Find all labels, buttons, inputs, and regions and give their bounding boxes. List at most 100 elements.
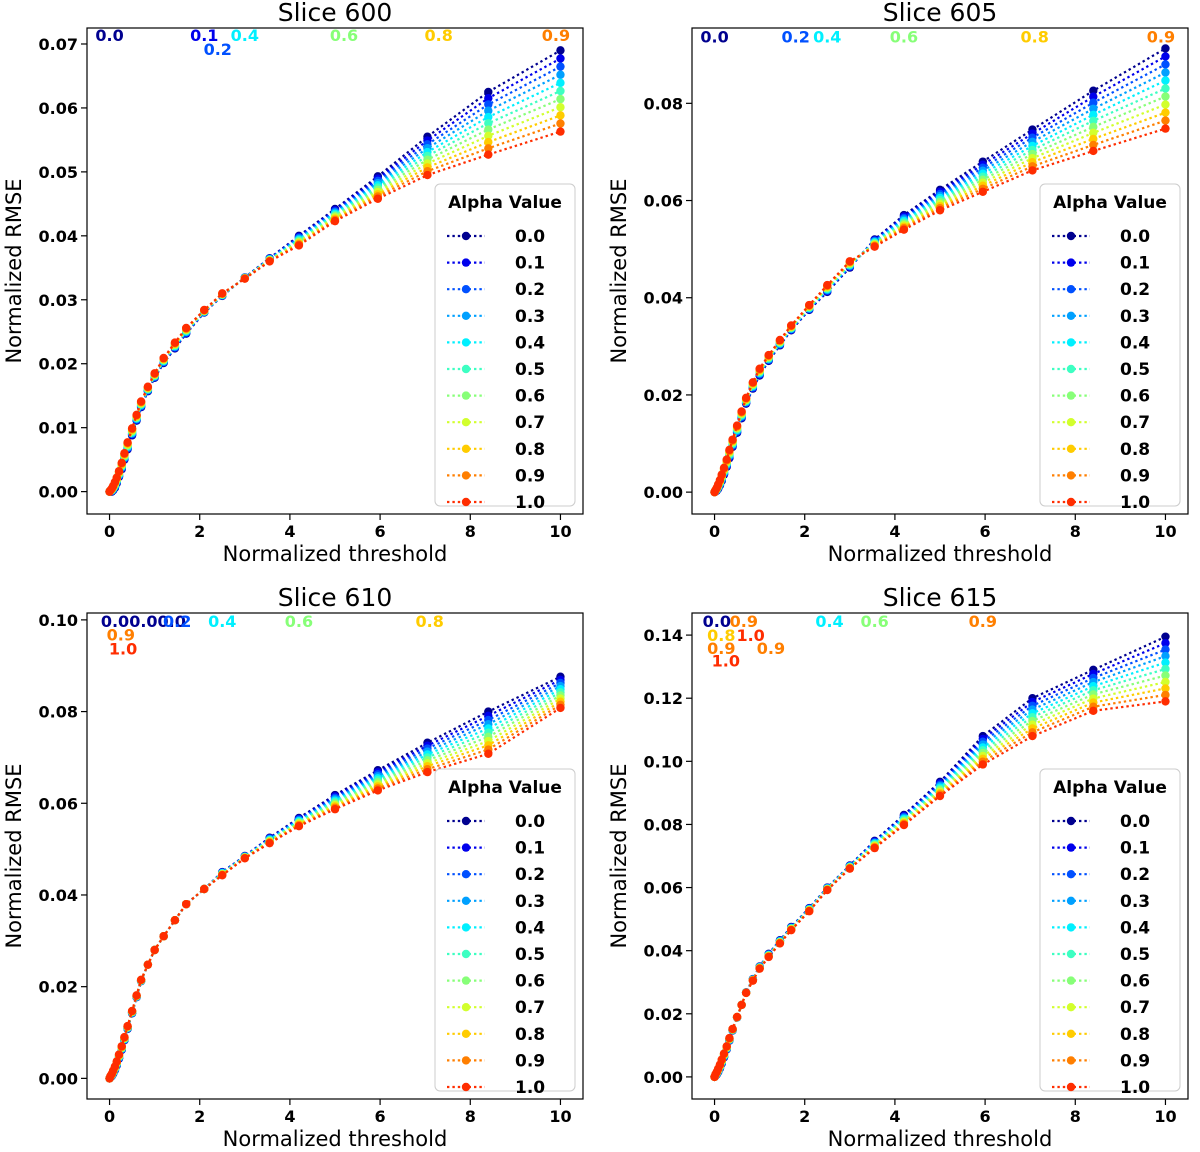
x-tick-label: 2 [799, 522, 810, 541]
data-point [823, 280, 832, 290]
data-point [1161, 44, 1170, 53]
data-point [556, 111, 565, 120]
data-area [105, 672, 565, 1083]
legend-marker [1066, 311, 1076, 320]
annotation-label: 0.8 [1021, 28, 1049, 47]
series-alpha-1.0 [710, 124, 1170, 497]
data-point [556, 94, 565, 104]
data-point [787, 925, 796, 935]
y-tick-label: 0.00 [644, 483, 683, 502]
data-point [150, 369, 159, 378]
legend-entry-0.4: 0.4 [1052, 918, 1150, 938]
data-point [764, 350, 773, 360]
legend-entry-0.4: 0.4 [447, 333, 545, 353]
legend-entry-0.9: 0.9 [1052, 1051, 1150, 1071]
data-point [484, 144, 493, 153]
data-point [870, 242, 879, 251]
data-point [373, 786, 383, 795]
annotation-label: 0.9 [757, 639, 785, 658]
legend-label: 0.5 [515, 360, 545, 380]
annotation-label: 0.8 [416, 612, 444, 631]
legend-entry-0.9: 0.9 [447, 466, 545, 486]
y-tick-label: 0.03 [39, 291, 78, 310]
data-point [741, 393, 751, 403]
legend-entry-0.5: 0.5 [447, 360, 545, 380]
data-point [132, 991, 141, 1000]
y-tick-label: 0.01 [39, 419, 78, 438]
data-point [484, 137, 493, 147]
legend-box [434, 183, 576, 507]
legend-title: Alpha Value [448, 778, 562, 798]
data-point [200, 884, 209, 894]
legend-marker [1066, 870, 1076, 879]
legend-marker [461, 896, 471, 905]
legend-marker [1066, 338, 1076, 347]
annotation-label: 1.0 [109, 639, 137, 658]
legend-title: Alpha Value [448, 193, 562, 213]
legend-marker [461, 976, 471, 985]
legend-marker [461, 311, 471, 320]
chart-title: Slice 610 [278, 583, 393, 612]
legend-marker [461, 949, 471, 959]
data-point [1161, 658, 1170, 667]
legend-label: 0.8 [515, 440, 545, 460]
annotation-label: 0.9 [1147, 28, 1175, 47]
legend-marker [461, 338, 471, 347]
y-tick-label: 0.02 [644, 386, 683, 405]
x-tick-label: 0 [709, 1107, 720, 1126]
annotation-label: 0.9 [969, 612, 997, 631]
series-alpha-1.0 [105, 703, 565, 1083]
data-point [484, 100, 493, 109]
data-point [1161, 92, 1170, 101]
x-tick-label: 6 [980, 522, 991, 541]
y-tick-label: 0.14 [644, 626, 683, 645]
legend-entry-0.5: 0.5 [1052, 945, 1150, 965]
data-point [143, 960, 153, 969]
data-point [1161, 68, 1170, 77]
legend-marker [1066, 923, 1076, 932]
data-point [556, 127, 565, 136]
legend-marker [1066, 364, 1076, 374]
y-tick-label: 0.06 [644, 879, 683, 898]
data-point [748, 976, 758, 985]
data-point [484, 150, 493, 159]
y-tick-label: 0.12 [644, 689, 683, 708]
legend-marker [1066, 896, 1076, 905]
annotation-label: 0.4 [815, 612, 843, 631]
x-tick-label: 2 [799, 1107, 810, 1126]
data-point [136, 397, 146, 406]
data-point [717, 470, 726, 479]
legend-entry-0.6: 0.6 [447, 387, 545, 407]
legend-label: 0.9 [515, 1051, 545, 1071]
data-point [728, 1024, 737, 1034]
data-point [423, 170, 432, 180]
x-tick-label: 4 [889, 1107, 900, 1126]
data-point [1161, 108, 1170, 117]
legend-label: 0.4 [515, 918, 545, 938]
legend-label: 0.1 [1120, 254, 1150, 274]
legend-entry-0.0: 0.0 [447, 812, 545, 832]
x-axis-label: Normalized threshold [828, 1127, 1053, 1151]
data-point [136, 975, 146, 984]
legend-entry-1.0: 1.0 [1052, 493, 1150, 513]
x-tick-label: 0 [104, 1107, 115, 1126]
data-point [556, 119, 565, 128]
data-point [1161, 664, 1170, 674]
annotation-label: 0.4 [813, 28, 841, 47]
y-tick-label: 0.04 [644, 289, 683, 308]
legend: Alpha Value 0.0 0.1 0.2 0.3 0.4 0.5 0.6 0.7 0.8 0.… [434, 768, 576, 1098]
data-point [218, 289, 227, 298]
annotation-label: 0.4 [208, 612, 236, 631]
legend-label: 0.8 [1120, 1025, 1150, 1045]
legend-entry-0.9: 0.9 [1052, 466, 1150, 486]
legend-marker [1066, 976, 1076, 985]
data-point [330, 216, 340, 226]
legend-label: 0.7 [515, 998, 545, 1018]
legend-entry-0.0: 0.0 [1052, 812, 1150, 832]
data-point [1161, 638, 1170, 648]
annotation-label: 0.0 [95, 26, 123, 45]
legend-marker [1066, 391, 1076, 400]
chart-panel-2: Slice 605 0 2 4 6 8 10 0.00 0.02 0.04 0.06 0.08 Norm… [607, 0, 1189, 566]
data-point [1089, 104, 1098, 113]
legend-marker [461, 843, 471, 852]
